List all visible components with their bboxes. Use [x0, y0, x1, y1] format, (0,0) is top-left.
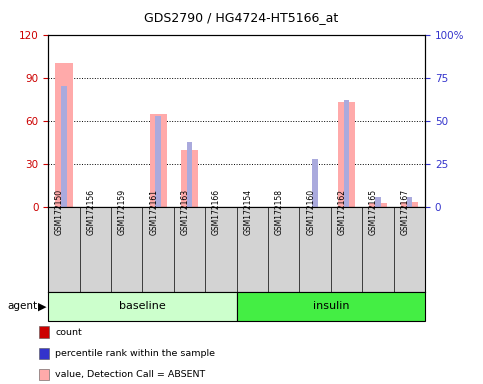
- Text: GSM172163: GSM172163: [181, 189, 189, 235]
- Text: GSM172159: GSM172159: [118, 189, 127, 235]
- Text: GSM172162: GSM172162: [338, 189, 347, 235]
- Text: GDS2790 / HG4724-HT5166_at: GDS2790 / HG4724-HT5166_at: [144, 12, 339, 25]
- Bar: [375, 197, 381, 207]
- Text: percentile rank within the sample: percentile rank within the sample: [55, 349, 215, 358]
- Bar: [344, 100, 349, 207]
- Text: GSM172158: GSM172158: [275, 189, 284, 235]
- Text: count: count: [55, 328, 82, 337]
- Text: insulin: insulin: [313, 301, 349, 311]
- Bar: [338, 102, 355, 207]
- Text: ▶: ▶: [38, 301, 46, 311]
- Text: GSM172160: GSM172160: [306, 189, 315, 235]
- Bar: [237, 292, 425, 321]
- Text: GSM172161: GSM172161: [149, 189, 158, 235]
- Text: GSM172165: GSM172165: [369, 189, 378, 235]
- Bar: [56, 63, 72, 207]
- Bar: [150, 114, 167, 207]
- Bar: [369, 203, 386, 207]
- Text: baseline: baseline: [119, 301, 166, 311]
- Text: GSM172167: GSM172167: [400, 189, 410, 235]
- Bar: [48, 292, 237, 321]
- Bar: [156, 116, 161, 207]
- Text: GSM172156: GSM172156: [86, 189, 96, 235]
- Bar: [407, 197, 412, 207]
- Bar: [187, 142, 192, 207]
- Bar: [181, 150, 198, 207]
- Text: GSM172154: GSM172154: [243, 189, 253, 235]
- Bar: [401, 202, 418, 207]
- Bar: [313, 159, 318, 207]
- Text: value, Detection Call = ABSENT: value, Detection Call = ABSENT: [55, 370, 205, 379]
- Text: agent: agent: [7, 301, 37, 311]
- Text: GSM172150: GSM172150: [55, 189, 64, 235]
- Text: GSM172166: GSM172166: [212, 189, 221, 235]
- Bar: [61, 86, 67, 207]
